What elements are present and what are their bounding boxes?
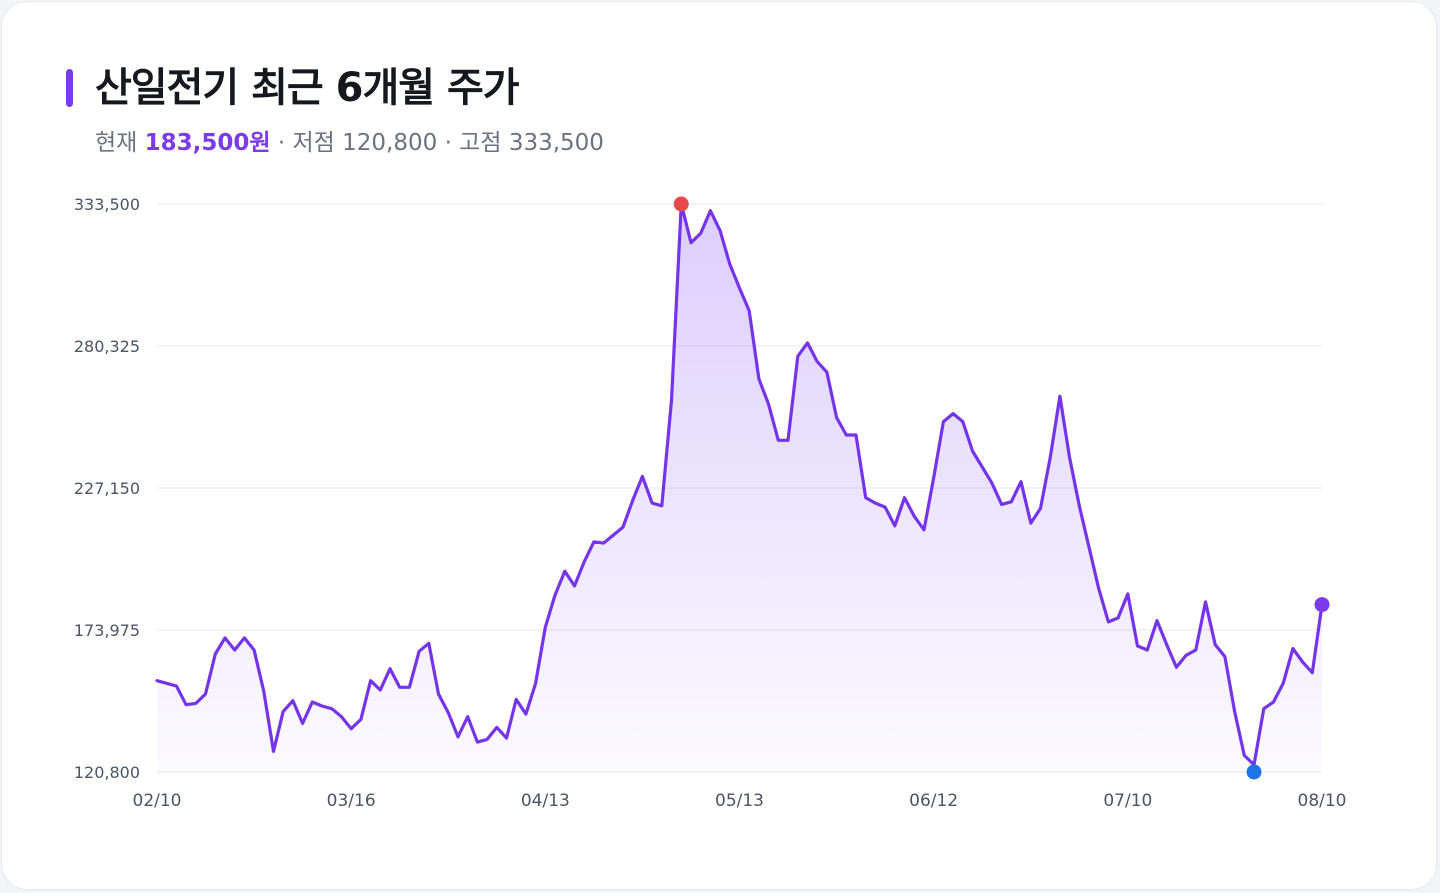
y-tick-label: 227,150 <box>74 479 140 498</box>
current-price: 183,500원 <box>144 130 271 156</box>
y-tick-label: 280,325 <box>74 337 140 356</box>
y-axis: 120,800 173,975 227,150 280,325 333,500 <box>74 195 140 782</box>
x-axis: 02/10 03/16 04/13 05/13 06/12 07/10 08/10 <box>133 791 1347 811</box>
x-tick-label: 05/13 <box>715 791 764 811</box>
x-tick-label: 02/10 <box>133 791 182 811</box>
y-tick-label: 120,800 <box>74 763 140 782</box>
high-point-marker <box>673 196 689 212</box>
x-tick-label: 06/12 <box>909 791 958 811</box>
title-accent-bar <box>66 69 73 107</box>
current-label: 현재 <box>95 130 138 156</box>
x-tick-label: 03/16 <box>327 791 376 811</box>
current-point-marker <box>1314 597 1330 613</box>
low-price-text: · 저점 120,800 <box>277 130 438 156</box>
low-point-marker <box>1246 764 1262 780</box>
chart-subtitle: 현재 183,500원 · 저점 120,800 · 고점 333,500 <box>95 126 604 160</box>
x-tick-label: 04/13 <box>521 791 570 811</box>
y-tick-label: 173,975 <box>74 621 140 640</box>
x-tick-label: 07/10 <box>1103 791 1152 811</box>
y-tick-label: 333,500 <box>74 195 140 214</box>
x-tick-label: 08/10 <box>1298 791 1347 811</box>
price-line <box>155 202 1324 767</box>
price-area <box>157 204 1322 772</box>
markers <box>673 196 1330 780</box>
chart-title: 산일전기 최근 6개월 주가 <box>95 65 520 111</box>
high-price-text: · 고점 333,500 <box>444 130 604 156</box>
